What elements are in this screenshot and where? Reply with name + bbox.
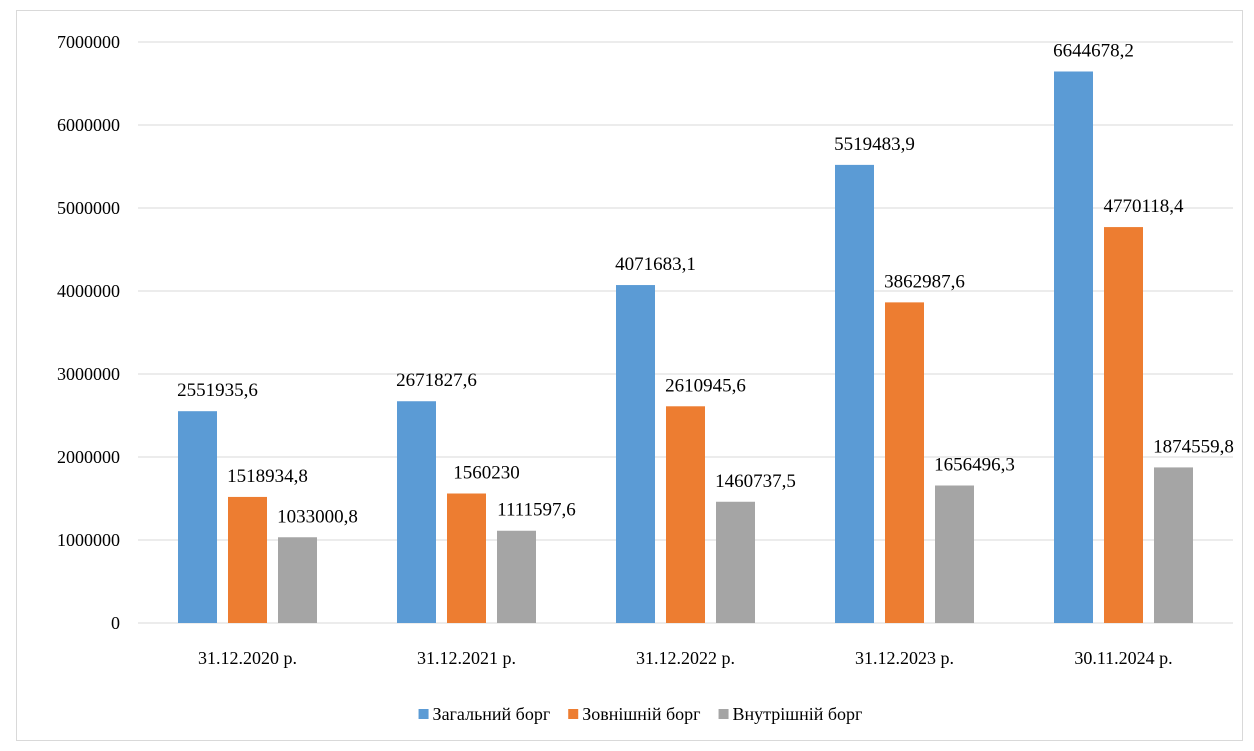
bar	[885, 302, 924, 623]
bar-data-label: 1111597,6	[497, 500, 576, 521]
y-tick-label: 0	[111, 613, 120, 633]
bar-data-label: 4770118,4	[1103, 196, 1184, 217]
y-tick-label: 7000000	[57, 32, 120, 52]
bar	[935, 485, 974, 623]
legend-swatch	[418, 709, 429, 719]
y-tick-label: 2000000	[57, 447, 120, 467]
bar	[497, 530, 536, 623]
bar	[1104, 227, 1143, 623]
x-axis-category-labels: 31.12.2020 р. 31.12.2021 р. 31.12.2022 р. 3…	[198, 648, 1173, 668]
y-tick-label: 6000000	[57, 115, 120, 135]
y-tick-label: 1000000	[57, 530, 120, 550]
bar-data-label: 1656496,3	[934, 455, 1015, 476]
bar	[228, 496, 267, 623]
bar-data-label: 2671827,6	[396, 370, 477, 391]
bar	[397, 401, 436, 623]
bar-data-label: 2551935,6	[177, 380, 258, 401]
bar-data-label: 1460737,5	[715, 471, 796, 492]
bar-data-label: 5519483,9	[834, 134, 915, 155]
bar-data-label: 2610945,6	[665, 375, 746, 396]
gridlines	[138, 41, 1233, 624]
legend-label: Внутрішній борг	[733, 704, 863, 724]
legend-label: Загальний борг	[433, 704, 551, 724]
bars	[178, 71, 1193, 624]
bar-data-labels: 2551935,6 1518934,8 1033000,8 2671827,6 1560…	[177, 40, 1234, 527]
y-axis-tick-labels: 0 1000000 2000000 3000000 4000000 5000000 6000…	[57, 32, 120, 633]
bar	[1054, 71, 1093, 624]
y-tick-label: 3000000	[57, 364, 120, 384]
bar	[278, 537, 317, 623]
bar	[835, 164, 874, 623]
x-tick-label: 30.11.2024 р.	[1074, 648, 1172, 668]
y-tick-label: 5000000	[57, 198, 120, 218]
x-tick-label: 31.12.2020 р.	[198, 648, 297, 668]
legend-swatch	[718, 709, 729, 719]
bar	[1154, 467, 1193, 623]
bar-data-label: 3862987,6	[884, 271, 965, 292]
x-tick-label: 31.12.2021 р.	[417, 648, 516, 668]
legend-label: Зовнішній борг	[582, 704, 700, 724]
bar-data-label: 4071683,1	[615, 254, 696, 275]
bar-data-label: 1518934,8	[227, 466, 308, 487]
bar-data-label: 1560230	[453, 463, 520, 484]
y-tick-label: 4000000	[57, 281, 120, 301]
bar-data-label: 1874559,8	[1153, 436, 1234, 457]
x-tick-label: 31.12.2023 р.	[855, 648, 954, 668]
bar	[447, 493, 486, 623]
bar-data-label: 6644678,2	[1053, 40, 1134, 61]
bar	[666, 406, 705, 623]
legend-swatch	[568, 709, 579, 719]
legend: Загальний борг Зовнішній борг Внутрішній б…	[418, 704, 863, 724]
bar	[178, 411, 217, 623]
bar	[716, 501, 755, 623]
bar-data-label: 1033000,8	[277, 506, 358, 527]
bar	[616, 285, 655, 623]
x-tick-label: 31.12.2022 р.	[636, 648, 735, 668]
